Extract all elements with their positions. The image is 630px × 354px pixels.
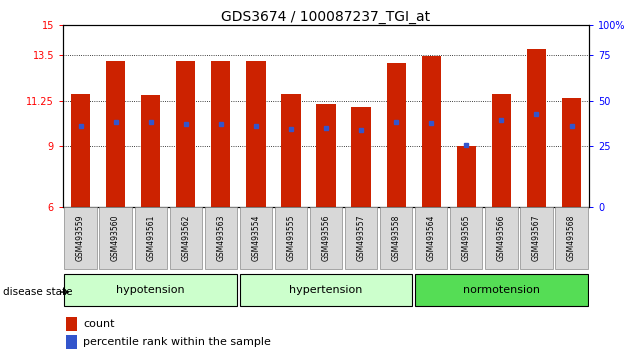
Bar	[240, 274, 412, 306]
Bar	[205, 207, 237, 269]
Text: GSM493558: GSM493558	[392, 215, 401, 261]
Text: GSM493566: GSM493566	[497, 215, 506, 261]
Bar	[64, 207, 96, 269]
Bar	[527, 49, 546, 207]
Bar	[352, 107, 370, 207]
Bar	[282, 94, 301, 207]
Text: GSM493563: GSM493563	[216, 215, 226, 261]
Text: GSM493568: GSM493568	[567, 215, 576, 261]
Bar	[240, 207, 272, 269]
Bar	[106, 61, 125, 207]
Bar	[135, 207, 167, 269]
Text: GSM493564: GSM493564	[427, 215, 436, 261]
Bar	[169, 207, 202, 269]
Text: count: count	[83, 319, 115, 329]
Text: hypertension: hypertension	[289, 285, 363, 295]
Bar	[64, 274, 237, 306]
Text: GSM493555: GSM493555	[287, 215, 295, 261]
Text: percentile rank within the sample: percentile rank within the sample	[83, 337, 271, 347]
Bar	[66, 317, 77, 331]
Text: GSM493565: GSM493565	[462, 215, 471, 261]
Text: GSM493557: GSM493557	[357, 215, 365, 261]
Bar	[562, 98, 581, 207]
Bar	[415, 207, 447, 269]
Bar	[492, 94, 511, 207]
Bar	[380, 207, 412, 269]
Bar	[485, 207, 517, 269]
Bar	[556, 207, 588, 269]
Text: normotension: normotension	[463, 285, 540, 295]
Bar	[457, 146, 476, 207]
Bar	[141, 95, 160, 207]
Bar	[520, 207, 553, 269]
Bar	[387, 63, 406, 207]
Bar	[415, 274, 588, 306]
Bar	[316, 104, 336, 207]
Text: GSM493554: GSM493554	[251, 215, 260, 261]
Text: hypotension: hypotension	[117, 285, 185, 295]
Text: GSM493561: GSM493561	[146, 215, 155, 261]
Text: GSM493567: GSM493567	[532, 215, 541, 261]
Bar	[100, 207, 132, 269]
Text: disease state: disease state	[3, 287, 72, 297]
Text: GSM493562: GSM493562	[181, 215, 190, 261]
Bar	[246, 61, 265, 207]
Bar	[450, 207, 483, 269]
Bar	[71, 94, 90, 207]
Bar	[310, 207, 342, 269]
Bar	[345, 207, 377, 269]
Title: GDS3674 / 100087237_TGI_at: GDS3674 / 100087237_TGI_at	[222, 10, 430, 24]
Bar	[66, 335, 77, 349]
Text: GSM493559: GSM493559	[76, 215, 85, 261]
Text: GSM493560: GSM493560	[111, 215, 120, 261]
Bar	[421, 56, 441, 207]
Bar	[176, 61, 195, 207]
Bar	[275, 207, 307, 269]
Text: GSM493556: GSM493556	[321, 215, 331, 261]
Bar	[211, 61, 231, 207]
